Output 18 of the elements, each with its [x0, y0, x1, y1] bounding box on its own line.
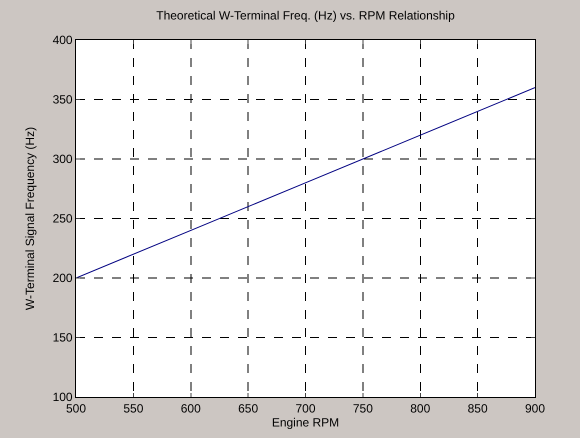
- x-tick-label: 700: [295, 401, 316, 416]
- y-tick-label: 300: [52, 152, 73, 166]
- y-tick-label: 350: [52, 92, 73, 107]
- x-tick-label: 600: [180, 401, 202, 416]
- y-tick-label: 400: [52, 33, 73, 48]
- y-tick-label: 200: [52, 271, 73, 286]
- x-tick-label: 850: [468, 401, 488, 416]
- y-tick-label: 150: [52, 330, 73, 345]
- chart-title: Theoretical W-Terminal Freq. (Hz) vs. RPM Relationship: [156, 8, 456, 22]
- x-tick-label: 550: [123, 401, 144, 416]
- x-axis-title: Engine RPM: [272, 415, 340, 430]
- y-tick-label: 250: [52, 212, 73, 226]
- line-series: [76, 87, 535, 278]
- x-tick-label: 750: [352, 401, 374, 416]
- x-tick-label: 800: [410, 401, 431, 416]
- y-axis-title: W-Terminal Signal Frequency (Hz): [22, 126, 37, 310]
- x-tick-label: 650: [238, 401, 258, 416]
- x-tick-label: 900: [524, 401, 546, 416]
